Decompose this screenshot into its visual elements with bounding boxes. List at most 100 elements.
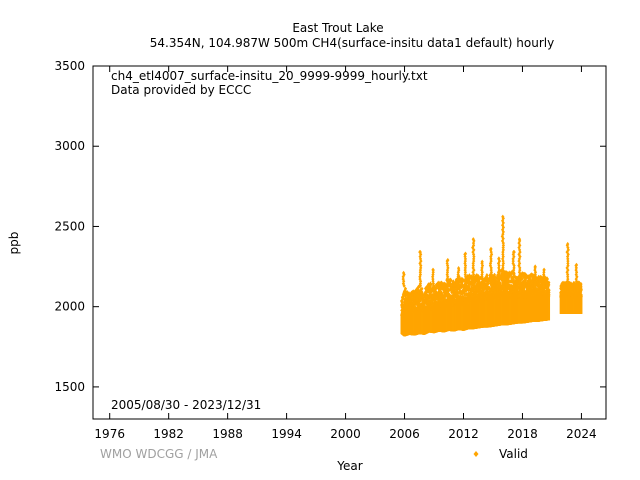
data-point (439, 286, 443, 292)
spike-point (463, 254, 467, 259)
y-axis-label: ppb (7, 232, 21, 255)
data-point (547, 280, 551, 285)
spike-point (490, 274, 494, 280)
spike-point (472, 267, 476, 273)
spike-peak (542, 267, 546, 273)
file-annotation: ch4_etl4007_surface-insitu_20_9999-9999_… (111, 69, 428, 83)
data-point (434, 289, 438, 294)
spike-point (501, 276, 505, 282)
x-tick-label: 2006 (389, 427, 420, 441)
data-point (439, 284, 443, 289)
spike-peak (471, 237, 475, 242)
data-point (404, 301, 408, 306)
spike-point (497, 263, 501, 268)
data-point (423, 304, 427, 309)
spike-point (518, 247, 522, 253)
data-point (492, 291, 496, 297)
spike-point (419, 279, 423, 284)
spike-peak (566, 241, 570, 247)
data-point (469, 279, 473, 285)
spike-peak (501, 214, 505, 219)
spike-point (501, 232, 505, 237)
data-point (579, 287, 583, 292)
data-point (482, 286, 486, 292)
spike-point (456, 276, 460, 282)
y-tick-label: 3000 (54, 139, 85, 153)
spike-peak (517, 237, 522, 242)
x-tick-label: 1988 (212, 427, 243, 441)
spike-point (431, 281, 435, 286)
spike-peak (457, 266, 461, 271)
spike-point (501, 258, 505, 264)
data-point (451, 279, 455, 284)
data-point (439, 290, 443, 295)
spike-point (480, 283, 484, 289)
spike-point (418, 281, 422, 286)
data-point (493, 274, 497, 279)
spike-point (511, 276, 515, 282)
spike-point (457, 279, 461, 284)
spike-point (501, 261, 505, 266)
spike-point (501, 223, 505, 228)
data-point (504, 277, 508, 282)
data-point (466, 274, 470, 279)
data-point (403, 286, 408, 292)
x-tick-label: 2018 (507, 427, 538, 441)
data-point (579, 294, 583, 299)
spike-point (501, 218, 505, 223)
spike-point (431, 276, 435, 282)
spike-point (543, 276, 547, 282)
data-point (474, 290, 478, 296)
data-point (473, 280, 477, 286)
spike-point (402, 283, 406, 289)
data-point (547, 287, 551, 293)
spike-point (480, 276, 484, 282)
spike-point (488, 263, 492, 268)
spike-peak (418, 249, 422, 255)
x-tick-label: 2012 (448, 427, 479, 441)
data-point (547, 282, 551, 288)
data-point (401, 302, 405, 307)
spike-point (419, 258, 423, 264)
data-point (481, 289, 485, 295)
spike-point (472, 254, 476, 259)
spike-point (401, 276, 405, 282)
spike-point (402, 272, 406, 277)
data-point (545, 276, 549, 282)
data-point (462, 289, 466, 295)
spike-point (471, 279, 475, 284)
y-tick-label: 2500 (54, 219, 85, 233)
spike-point (501, 243, 505, 248)
spike-point (463, 256, 467, 262)
spike-point (472, 272, 476, 277)
data-point (403, 306, 407, 311)
data-point (418, 290, 422, 295)
spike-peak (511, 249, 516, 255)
data-point (465, 291, 469, 297)
y-tick-label: 1500 (54, 380, 85, 394)
data-point (429, 285, 433, 291)
data-point (475, 273, 479, 278)
data-point (408, 304, 412, 310)
spike-point (501, 225, 505, 230)
data-point (416, 285, 420, 290)
data-point (443, 297, 447, 302)
data-point (486, 291, 490, 297)
data-point (483, 281, 487, 286)
data-point (477, 282, 481, 287)
spike-point (566, 261, 570, 266)
chart-title: East Trout Lake (292, 21, 383, 35)
spike-point (418, 254, 422, 259)
data-point (420, 286, 424, 292)
spike-point (471, 265, 475, 271)
spike-point (518, 243, 522, 248)
spike-point (471, 274, 475, 280)
x-axis-label: Year (336, 459, 362, 473)
data-point (400, 300, 404, 305)
x-tick-label: 1976 (94, 427, 125, 441)
data-point (491, 278, 495, 283)
data-point (451, 289, 455, 294)
data-point (416, 294, 420, 299)
spike-point (463, 270, 467, 275)
x-tick-label: 2000 (330, 427, 361, 441)
